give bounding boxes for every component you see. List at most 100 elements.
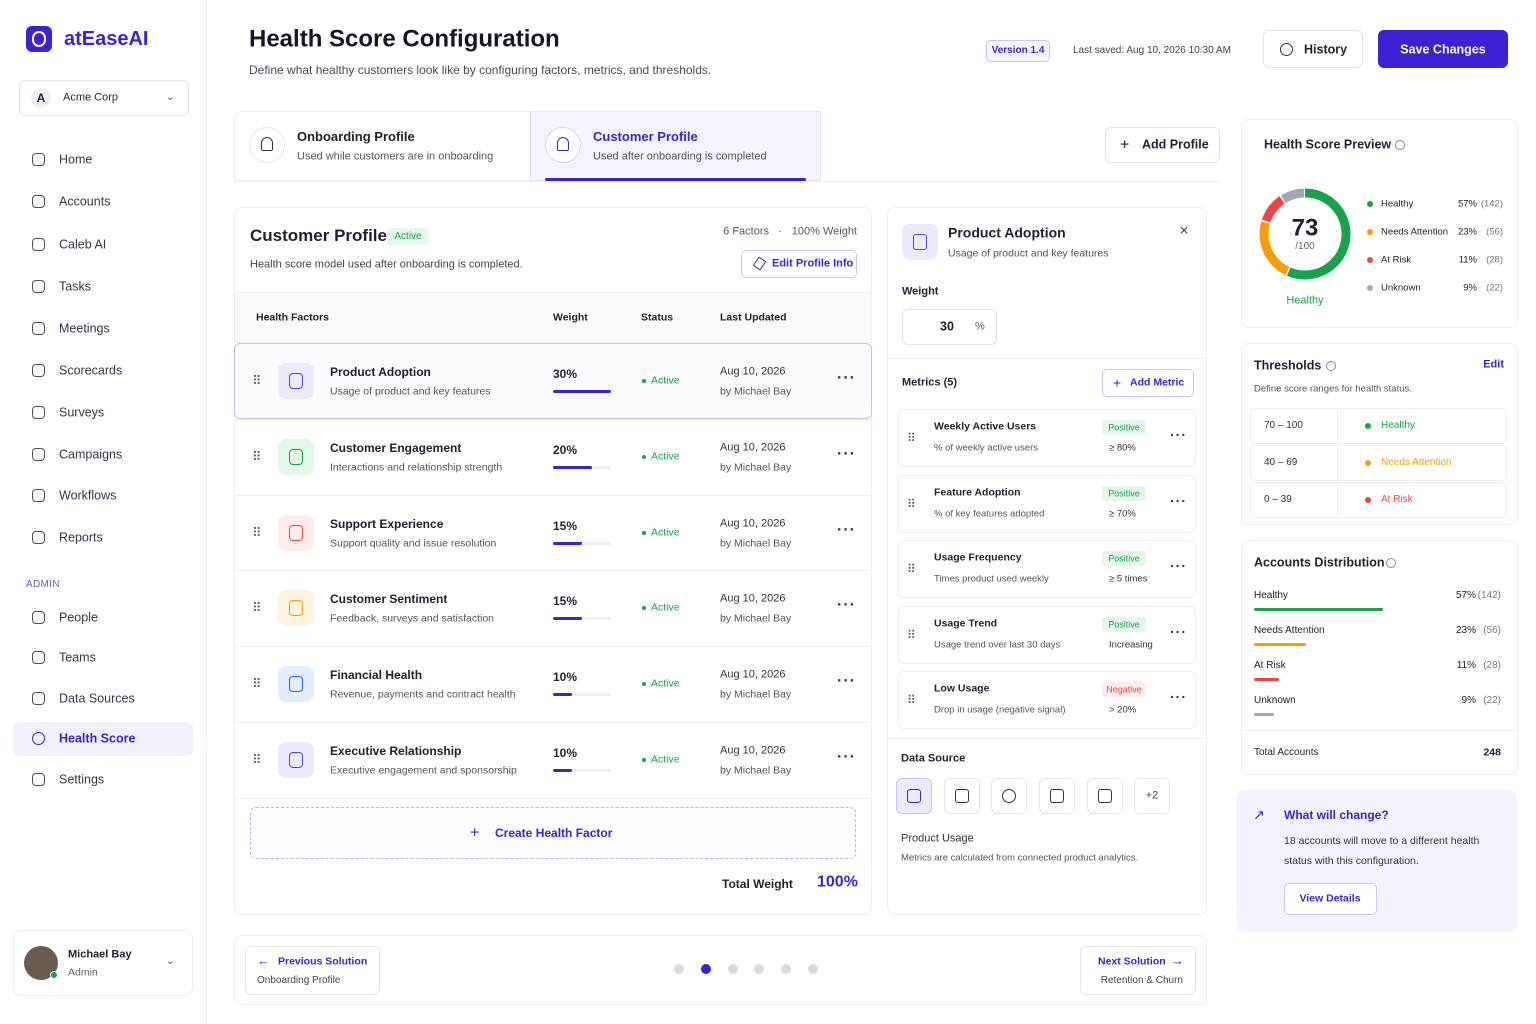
weight-bar — [553, 465, 592, 469]
page-dot[interactable] — [674, 964, 684, 974]
column-header: Health Factors — [256, 311, 329, 324]
org-name: Acme Corp — [63, 91, 119, 104]
info-icon — [1386, 558, 1396, 568]
factor-desc: Support quality and issue resolution — [330, 537, 497, 550]
nav-icon — [32, 364, 45, 377]
metric-tag — [1102, 485, 1146, 501]
metric-card[interactable] — [898, 605, 1196, 664]
distribution-label: At Risk — [1254, 660, 1286, 671]
next-button[interactable] — [1080, 946, 1196, 995]
online-dot — [50, 971, 58, 979]
org-select[interactable] — [19, 80, 189, 116]
edit-profile-button[interactable] — [741, 250, 857, 278]
prev-button[interactable] — [245, 946, 380, 995]
factor-row[interactable] — [235, 722, 871, 798]
row-menu[interactable]: ··· — [837, 369, 856, 387]
page-subtitle: Define what healthy customers look like … — [249, 62, 712, 77]
nav-icon — [32, 651, 45, 664]
logo-mark — [26, 26, 52, 52]
metric-card[interactable] — [898, 474, 1196, 533]
distribution-pct: 11% — [1456, 660, 1476, 671]
plus: + — [1113, 374, 1122, 391]
nav-icon — [32, 195, 45, 208]
row-menu[interactable]: ··· — [837, 596, 856, 614]
metric-menu[interactable]: ··· — [1170, 688, 1187, 705]
metric-menu[interactable]: ··· — [1170, 426, 1187, 443]
status-dot — [642, 379, 646, 383]
factor-row[interactable] — [234, 343, 872, 419]
add-profile-button[interactable] — [1105, 127, 1220, 163]
legend-label: Healthy — [1381, 198, 1414, 210]
legend-label: Needs Attention — [1381, 226, 1449, 238]
page-dot[interactable] — [808, 964, 818, 974]
factor-name: Customer Engagement — [330, 440, 462, 455]
threshold-divider — [1337, 482, 1338, 518]
status-dot — [642, 682, 646, 687]
page-dot[interactable] — [727, 964, 738, 974]
threshold-divider — [1337, 445, 1338, 481]
row-menu[interactable]: ··· — [837, 748, 856, 766]
page-dot[interactable] — [700, 964, 711, 974]
drag-handle: ⠿ — [252, 676, 261, 692]
source-option[interactable] — [1087, 778, 1123, 814]
legend-label: Unknown — [1381, 282, 1421, 294]
threshold-range: 40 – 69 — [1264, 457, 1298, 468]
distribution-pct: 57% — [1455, 590, 1476, 601]
thresholds-edit[interactable]: Edit — [1483, 358, 1504, 371]
plus: + — [1120, 136, 1130, 154]
weight-bar — [553, 541, 582, 545]
history-button[interactable] — [1263, 30, 1363, 68]
nav-label: Meetings — [59, 321, 110, 336]
source-option[interactable] — [1039, 778, 1075, 814]
factor-icon — [278, 363, 314, 399]
factor-row[interactable] — [235, 570, 871, 646]
user-card[interactable] — [13, 930, 193, 996]
row-menu[interactable]: ··· — [837, 445, 856, 463]
nav-label: Scorecards — [59, 363, 123, 378]
factor-row[interactable] — [235, 494, 871, 571]
factor-icon-glyph — [289, 600, 303, 617]
page-dot[interactable] — [754, 964, 765, 974]
weight-unit: % — [975, 320, 985, 333]
factor-icon — [278, 742, 314, 778]
legend-count: (28) — [1486, 254, 1503, 266]
tab-divider — [234, 181, 1220, 182]
page-dot[interactable] — [781, 964, 792, 974]
row-menu[interactable]: ··· — [837, 521, 856, 538]
brand: atEaseAI — [64, 28, 149, 50]
nav-label: Health Score — [59, 731, 136, 746]
create-factor[interactable] — [250, 807, 856, 859]
total-accounts: 248 — [1483, 746, 1501, 759]
nav-label: Home — [59, 152, 93, 167]
source-label: Data Source — [901, 752, 966, 765]
factor-icon-glyph — [289, 676, 303, 693]
preview-title: Health Score Preview — [1264, 137, 1392, 152]
add-metric-button[interactable] — [1102, 369, 1194, 397]
metric-menu[interactable]: ··· — [1170, 557, 1187, 574]
metric-menu[interactable]: ··· — [1170, 492, 1187, 509]
factor-status: Active — [651, 374, 680, 387]
view-details-button[interactable] — [1284, 883, 1377, 915]
metric-card[interactable] — [898, 540, 1196, 598]
save-button[interactable] — [1378, 30, 1508, 68]
metric-desc: Drop in usage (negative signal) — [934, 704, 1066, 716]
metric-card[interactable] — [898, 671, 1196, 729]
weight-input[interactable] — [902, 309, 997, 345]
source-glyph — [1002, 789, 1016, 803]
factor-row[interactable] — [235, 646, 871, 722]
thresholds-title: Thresholds — [1254, 358, 1322, 373]
metric-menu[interactable]: ··· — [1170, 623, 1187, 640]
metric-tag — [1102, 616, 1146, 632]
source-option[interactable] — [1134, 778, 1170, 814]
create-factor-label: Create Health Factor — [495, 825, 613, 840]
metric-name: Weekly Active Users — [934, 420, 1037, 433]
drag-handle: ⠿ — [907, 561, 916, 576]
row-menu[interactable]: ··· — [837, 672, 856, 690]
distribution-title: Accounts Distribution — [1254, 555, 1385, 570]
close[interactable]: × — [1179, 222, 1189, 240]
source-option[interactable] — [944, 778, 980, 814]
section-divider — [888, 358, 1206, 359]
source-option[interactable] — [896, 778, 932, 814]
metric-card[interactable] — [898, 409, 1196, 467]
factor-row[interactable] — [235, 418, 871, 495]
